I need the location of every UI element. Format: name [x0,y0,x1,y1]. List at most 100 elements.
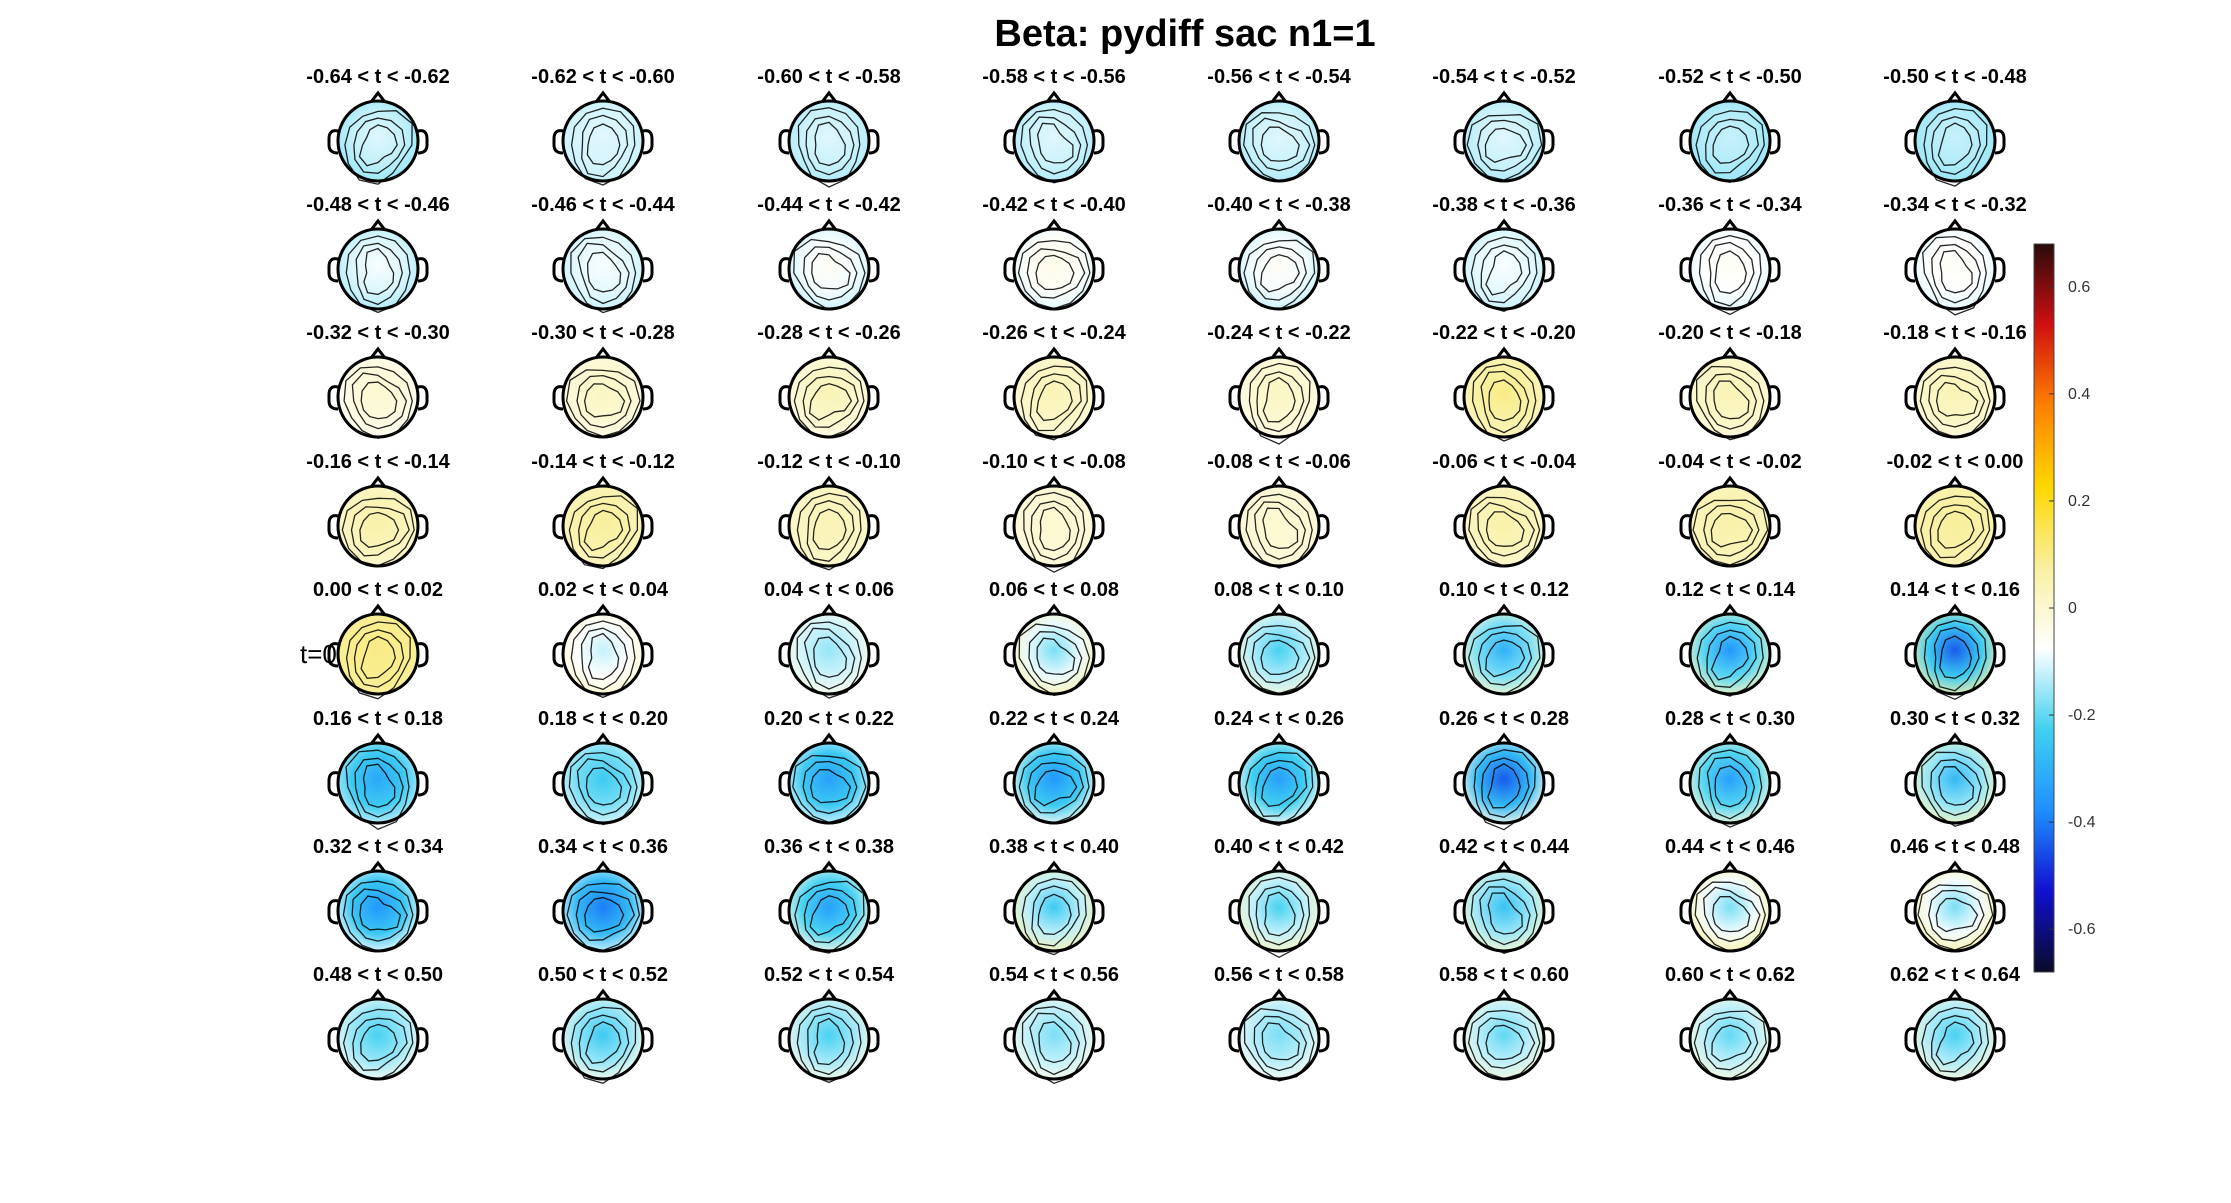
scalp-map [1014,743,1094,823]
contour-line [1933,626,1980,692]
head-nose [1946,988,1964,1001]
topoplot-panel: -0.12 < t < -0.10 [757,451,901,571]
contour-line [1031,885,1080,947]
contour-line [1262,507,1299,550]
head-right-ear [1318,257,1330,283]
topoplot-panel: 0.24 < t < 0.26 [1214,708,1344,827]
contour-line [1473,749,1536,831]
head-nose [1495,603,1513,616]
panel-time-label: -0.52 < t < -0.50 [1658,66,1801,88]
topoplot-panel: 0.62 < t < 0.64 [1890,964,2021,1082]
contour-line [1245,493,1313,569]
contour-line [577,242,630,305]
contour-line [803,888,857,944]
head-left-ear [778,771,790,797]
head-right-ear [868,771,880,797]
topoplot-panel: -0.04 < t < -0.02 [1658,451,1802,568]
head-left-ear [1453,642,1465,668]
head-left-ear [327,514,339,540]
head-left-ear [778,385,790,411]
contour-line [1923,620,1987,701]
head-left-ear [1679,899,1691,925]
contour-line [1245,751,1314,827]
panel-time-label: -0.42 < t < -0.40 [982,194,1125,216]
contour-line [570,107,636,186]
head-left-ear [1904,514,1916,540]
panel-time-label: 0.46 < t < 0.48 [1890,836,2020,858]
panel-time-label: -0.16 < t < -0.14 [306,451,450,473]
scalp-map [338,229,418,309]
contour-line [803,627,856,690]
topoplot-panel: -0.30 < t < -0.28 [531,322,675,439]
head-left-ear [552,642,564,668]
topoplot-panel: -0.52 < t < -0.50 [1658,66,1802,183]
head-left-ear [327,129,339,155]
topoplot-panel: 0.06 < t < 0.08 [989,579,1119,697]
head-nose [1495,988,1513,1001]
contour-line [1036,380,1073,422]
panel-time-label: -0.02 < t < 0.00 [1887,451,2024,473]
head-outline [1237,612,1321,696]
panel-time-label: -0.26 < t < -0.24 [982,322,1126,344]
scalp-map [1014,357,1094,437]
head-nose [1946,90,1964,103]
topoplot-panel: 0.52 < t < 0.54 [764,964,895,1084]
head-nose [1495,346,1513,359]
topoplot-panel: -0.44 < t < -0.42 [757,194,901,311]
head-left-ear [552,385,564,411]
contour-line [802,375,859,428]
contour-line [813,1017,846,1066]
head-outline [1913,484,1997,568]
head-outline [336,869,420,953]
contour-line [796,621,862,699]
head-nose [820,90,838,103]
topoplot-panel: 0.54 < t < 0.56 [989,964,1119,1085]
head-nose [1946,218,1964,231]
head-outline [1012,227,1096,311]
panel-time-label: 0.20 < t < 0.22 [764,708,894,730]
contour-line [796,492,862,571]
contour-line [1939,249,1973,294]
panel-time-label: -0.44 < t < -0.42 [757,194,900,216]
contour-line [586,251,622,293]
head-outline [1462,869,1546,953]
contour-line [807,1012,854,1076]
head-right-ear [1543,514,1555,540]
scalp-map [338,614,418,694]
head-left-ear [778,129,790,155]
contour-line [355,242,403,306]
contour-line [802,760,858,815]
head-outline [336,741,420,825]
head-right-ear [868,129,880,155]
contour-line [587,632,620,681]
contour-line [1921,751,1990,827]
head-right-ear [868,642,880,668]
panel-time-label: 0.18 < t < 0.20 [538,708,668,730]
contour-line [813,636,848,678]
scalp-map [1915,357,1995,437]
head-nose [1946,860,1964,873]
contour-line [1488,379,1522,422]
topoplot-panel: -0.56 < t < -0.54 [1207,66,1352,183]
topoplot-panel: -0.64 < t < -0.62 [306,66,450,185]
head-nose [369,732,387,745]
topoplot-panel: -0.26 < t < -0.24 [982,322,1127,441]
head-nose [1045,475,1063,488]
head-right-ear [1994,899,2006,925]
contour-line [1260,254,1301,293]
topoplot-panel: 0.14 < t < 0.16 [1890,579,2020,701]
topoplot-panel: -0.62 < t < -0.60 [531,66,675,186]
head-outline [787,355,871,439]
head-nose [1721,475,1739,488]
contour-line [1264,891,1296,937]
scalp-map [1690,229,1770,309]
contour-line [797,107,861,188]
head-left-ear [1453,899,1465,925]
scalp-map [338,999,418,1079]
panel-time-label: 0.28 < t < 0.30 [1665,708,1795,730]
panel-time-label: 0.34 < t < 0.36 [538,836,668,858]
head-nose [820,860,838,873]
head-outline [561,227,645,311]
head-nose [1270,860,1288,873]
